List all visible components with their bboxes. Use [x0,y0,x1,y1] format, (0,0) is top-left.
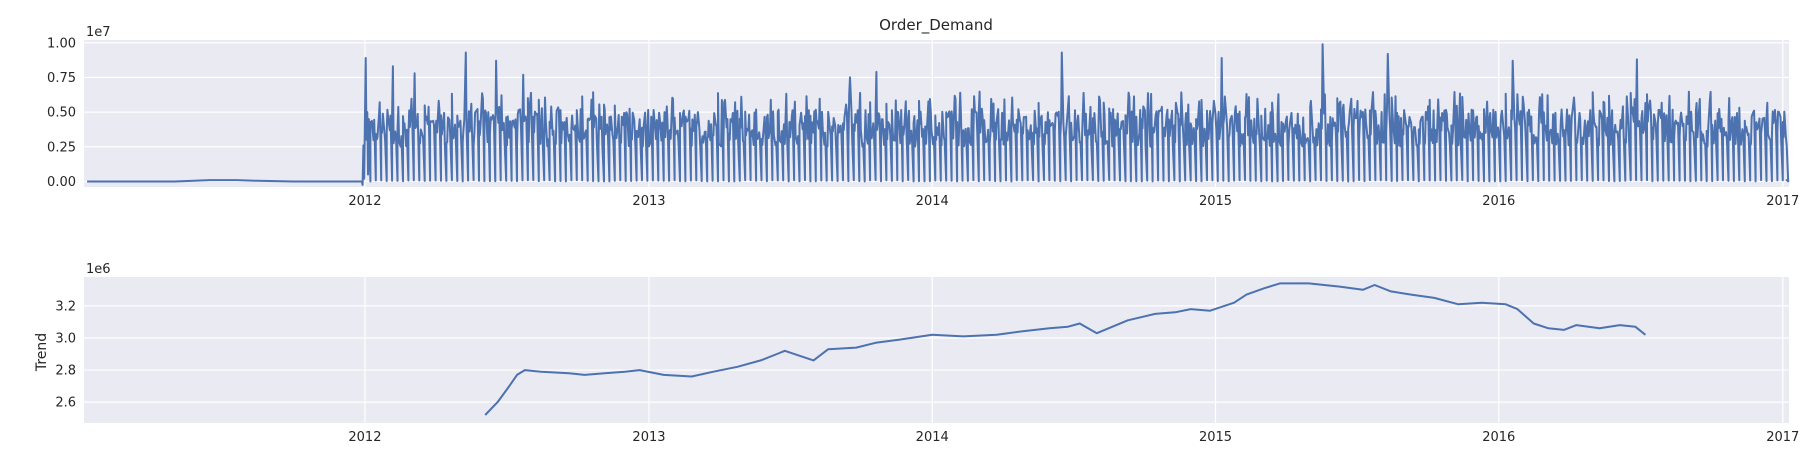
order-demand-y-offset-label: 1e7 [86,25,111,40]
x-tick-label: 2013 [632,194,665,209]
y-tick-label: 0.75 [47,71,76,86]
y-tick-label: 0.25 [47,140,76,155]
x-tick-label: 2015 [1199,430,1232,445]
trend-gridlines [84,277,1789,423]
trend-y-offset-label: 1e6 [86,262,111,277]
trend-y-axis-label: Trend [34,333,50,372]
x-tick-label: 2012 [348,194,381,209]
trend-x-tick-labels: 2012 2013 2014 2015 2016 2017 [348,430,1799,445]
y-tick-label: 1.00 [47,36,76,51]
x-tick-label: 2014 [916,194,949,209]
order-demand-panel: 0.000.250.500.751.00 2012 2013 2014 2015 201… [47,16,1799,209]
trend-y-tick-labels: 2.6 2.8 3.0 3.2 [55,299,76,410]
x-tick-label: 2017 [1766,194,1799,209]
trend-series-line [484,282,1647,416]
y-tick-label: 2.6 [55,396,76,411]
order-demand-series-line [87,43,1790,186]
y-tick-label: 2.8 [55,364,76,379]
x-tick-label: 2016 [1482,194,1515,209]
x-tick-label: 2014 [916,430,949,445]
order-demand-y-tick-labels: 0.00 0.25 0.50 0.75 1.00 [47,36,76,190]
x-tick-label: 2017 [1766,430,1799,445]
x-tick-label: 2013 [632,430,665,445]
y-tick-label: 0.50 [47,106,76,121]
order-demand-x-tick-labels: 2012 2013 2014 2015 2016 2017 [348,194,1799,209]
x-tick-label: 2012 [348,430,381,445]
x-tick-label: 2015 [1199,194,1232,209]
trend-plot-background [84,277,1789,423]
order-demand-chart-title: Order_Demand [879,16,993,35]
y-tick-label: 0.00 [47,175,76,190]
trend-panel: 2.6 2.8 3.0 3.2 2012 2013 2014 2015 2016 2017 1e… [34,262,1799,445]
y-tick-label: 3.0 [55,331,76,346]
x-tick-label: 2016 [1482,430,1515,445]
y-tick-label: 3.2 [55,299,76,314]
